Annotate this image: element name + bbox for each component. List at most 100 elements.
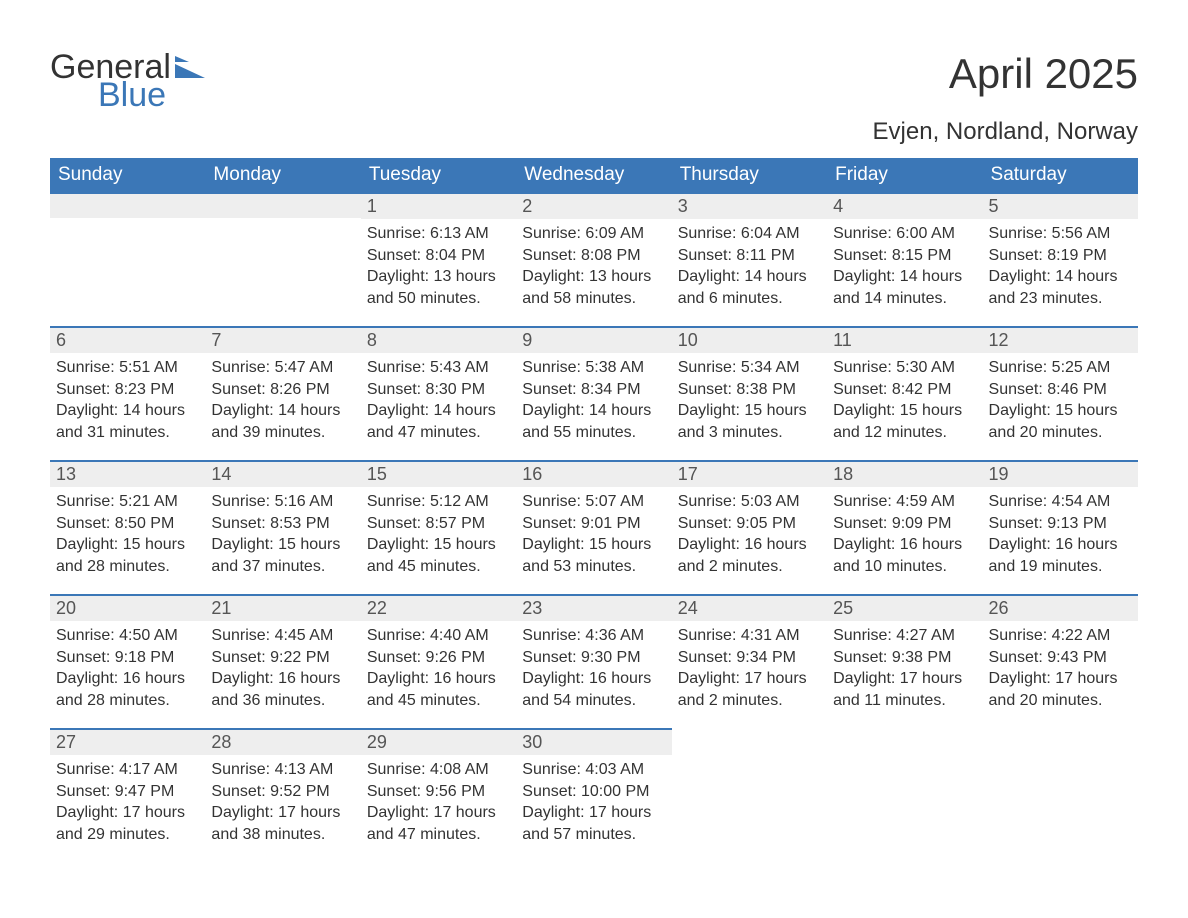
sunrise-line: Sunrise: 4:27 AM	[833, 625, 976, 647]
day-wrap: 19Sunrise: 4:54 AMSunset: 9:13 PMDayligh…	[983, 460, 1138, 577]
day-details: Sunrise: 6:04 AMSunset: 8:11 PMDaylight:…	[672, 219, 827, 309]
calendar-cell: 5Sunrise: 5:56 AMSunset: 8:19 PMDaylight…	[983, 192, 1138, 326]
day-details: Sunrise: 4:45 AMSunset: 9:22 PMDaylight:…	[205, 621, 360, 711]
sunrise-line: Sunrise: 5:30 AM	[833, 357, 976, 379]
day-number: 8	[361, 328, 516, 353]
day-details: Sunrise: 4:13 AMSunset: 9:52 PMDaylight:…	[205, 755, 360, 845]
calendar-row: 13Sunrise: 5:21 AMSunset: 8:50 PMDayligh…	[50, 460, 1138, 594]
sunset-line: Sunset: 8:38 PM	[678, 379, 821, 401]
calendar-cell: 21Sunrise: 4:45 AMSunset: 9:22 PMDayligh…	[205, 594, 360, 728]
day-wrap: 17Sunrise: 5:03 AMSunset: 9:05 PMDayligh…	[672, 460, 827, 577]
day-number: 11	[827, 328, 982, 353]
day-number: 3	[672, 194, 827, 219]
calendar-cell: 23Sunrise: 4:36 AMSunset: 9:30 PMDayligh…	[516, 594, 671, 728]
sunset-line: Sunset: 8:57 PM	[367, 513, 510, 535]
day-number: 19	[983, 462, 1138, 487]
day-wrap: 18Sunrise: 4:59 AMSunset: 9:09 PMDayligh…	[827, 460, 982, 577]
daylight-line: Daylight: 15 hours and 37 minutes.	[211, 534, 354, 577]
day-details: Sunrise: 4:08 AMSunset: 9:56 PMDaylight:…	[361, 755, 516, 845]
day-wrap: 9Sunrise: 5:38 AMSunset: 8:34 PMDaylight…	[516, 326, 671, 443]
sunset-line: Sunset: 9:05 PM	[678, 513, 821, 535]
day-wrap: 5Sunrise: 5:56 AMSunset: 8:19 PMDaylight…	[983, 192, 1138, 309]
day-details: Sunrise: 5:34 AMSunset: 8:38 PMDaylight:…	[672, 353, 827, 443]
calendar-cell: 26Sunrise: 4:22 AMSunset: 9:43 PMDayligh…	[983, 594, 1138, 728]
day-details: Sunrise: 4:31 AMSunset: 9:34 PMDaylight:…	[672, 621, 827, 711]
sunrise-line: Sunrise: 4:13 AM	[211, 759, 354, 781]
weekday-header: Thursday	[672, 158, 827, 192]
sunrise-line: Sunrise: 4:59 AM	[833, 491, 976, 513]
calendar-cell: 24Sunrise: 4:31 AMSunset: 9:34 PMDayligh…	[672, 594, 827, 728]
day-number: 30	[516, 730, 671, 755]
sunset-line: Sunset: 9:43 PM	[989, 647, 1132, 669]
sunrise-line: Sunrise: 5:03 AM	[678, 491, 821, 513]
daylight-line: Daylight: 16 hours and 54 minutes.	[522, 668, 665, 711]
daylight-line: Daylight: 17 hours and 2 minutes.	[678, 668, 821, 711]
calendar-body: 1Sunrise: 6:13 AMSunset: 8:04 PMDaylight…	[50, 192, 1138, 862]
day-wrap: 3Sunrise: 6:04 AMSunset: 8:11 PMDaylight…	[672, 192, 827, 309]
calendar-cell: 29Sunrise: 4:08 AMSunset: 9:56 PMDayligh…	[361, 728, 516, 862]
calendar-cell	[983, 728, 1138, 862]
day-number: 1	[361, 194, 516, 219]
sunset-line: Sunset: 9:26 PM	[367, 647, 510, 669]
daylight-line: Daylight: 17 hours and 47 minutes.	[367, 802, 510, 845]
day-wrap: 22Sunrise: 4:40 AMSunset: 9:26 PMDayligh…	[361, 594, 516, 711]
sunrise-line: Sunrise: 4:45 AM	[211, 625, 354, 647]
sunset-line: Sunset: 9:13 PM	[989, 513, 1132, 535]
daylight-line: Daylight: 17 hours and 57 minutes.	[522, 802, 665, 845]
day-number: 20	[50, 596, 205, 621]
sunrise-line: Sunrise: 6:04 AM	[678, 223, 821, 245]
day-details: Sunrise: 4:40 AMSunset: 9:26 PMDaylight:…	[361, 621, 516, 711]
month-title: April 2025	[949, 50, 1138, 98]
daylight-line: Daylight: 14 hours and 14 minutes.	[833, 266, 976, 309]
day-number: 22	[361, 596, 516, 621]
day-number: 27	[50, 730, 205, 755]
daylight-line: Daylight: 17 hours and 11 minutes.	[833, 668, 976, 711]
sunset-line: Sunset: 9:56 PM	[367, 781, 510, 803]
day-wrap: 26Sunrise: 4:22 AMSunset: 9:43 PMDayligh…	[983, 594, 1138, 711]
day-details: Sunrise: 4:22 AMSunset: 9:43 PMDaylight:…	[983, 621, 1138, 711]
daylight-line: Daylight: 16 hours and 10 minutes.	[833, 534, 976, 577]
sunrise-line: Sunrise: 6:09 AM	[522, 223, 665, 245]
daylight-line: Daylight: 14 hours and 39 minutes.	[211, 400, 354, 443]
title-block: April 2025	[949, 50, 1138, 98]
sunset-line: Sunset: 8:26 PM	[211, 379, 354, 401]
daylight-line: Daylight: 15 hours and 20 minutes.	[989, 400, 1132, 443]
calendar-cell	[672, 728, 827, 862]
calendar-cell: 4Sunrise: 6:00 AMSunset: 8:15 PMDaylight…	[827, 192, 982, 326]
calendar-cell: 20Sunrise: 4:50 AMSunset: 9:18 PMDayligh…	[50, 594, 205, 728]
day-wrap: 11Sunrise: 5:30 AMSunset: 8:42 PMDayligh…	[827, 326, 982, 443]
logo-text-block: General Blue	[50, 50, 205, 112]
logo: General Blue	[50, 50, 205, 112]
day-wrap: 15Sunrise: 5:12 AMSunset: 8:57 PMDayligh…	[361, 460, 516, 577]
daylight-line: Daylight: 15 hours and 45 minutes.	[367, 534, 510, 577]
sunset-line: Sunset: 8:11 PM	[678, 245, 821, 267]
sunset-line: Sunset: 9:09 PM	[833, 513, 976, 535]
calendar-cell: 17Sunrise: 5:03 AMSunset: 9:05 PMDayligh…	[672, 460, 827, 594]
calendar-cell: 18Sunrise: 4:59 AMSunset: 9:09 PMDayligh…	[827, 460, 982, 594]
day-number: 17	[672, 462, 827, 487]
daylight-line: Daylight: 14 hours and 23 minutes.	[989, 266, 1132, 309]
day-wrap: 16Sunrise: 5:07 AMSunset: 9:01 PMDayligh…	[516, 460, 671, 577]
sunset-line: Sunset: 8:53 PM	[211, 513, 354, 535]
calendar-cell: 11Sunrise: 5:30 AMSunset: 8:42 PMDayligh…	[827, 326, 982, 460]
sunrise-line: Sunrise: 4:50 AM	[56, 625, 199, 647]
sunrise-line: Sunrise: 4:36 AM	[522, 625, 665, 647]
weekday-header: Wednesday	[516, 158, 671, 192]
day-wrap: 21Sunrise: 4:45 AMSunset: 9:22 PMDayligh…	[205, 594, 360, 711]
weekday-header: Monday	[205, 158, 360, 192]
calendar-cell	[205, 192, 360, 326]
daylight-line: Daylight: 14 hours and 55 minutes.	[522, 400, 665, 443]
sunset-line: Sunset: 8:50 PM	[56, 513, 199, 535]
sunrise-line: Sunrise: 4:40 AM	[367, 625, 510, 647]
day-details: Sunrise: 6:00 AMSunset: 8:15 PMDaylight:…	[827, 219, 982, 309]
calendar-table: SundayMondayTuesdayWednesdayThursdayFrid…	[50, 158, 1138, 862]
calendar-cell	[50, 192, 205, 326]
calendar-cell: 2Sunrise: 6:09 AMSunset: 8:08 PMDaylight…	[516, 192, 671, 326]
day-wrap: 13Sunrise: 5:21 AMSunset: 8:50 PMDayligh…	[50, 460, 205, 577]
day-number: 16	[516, 462, 671, 487]
day-wrap: 10Sunrise: 5:34 AMSunset: 8:38 PMDayligh…	[672, 326, 827, 443]
daylight-line: Daylight: 13 hours and 58 minutes.	[522, 266, 665, 309]
day-details: Sunrise: 4:59 AMSunset: 9:09 PMDaylight:…	[827, 487, 982, 577]
calendar-cell: 28Sunrise: 4:13 AMSunset: 9:52 PMDayligh…	[205, 728, 360, 862]
calendar-cell: 1Sunrise: 6:13 AMSunset: 8:04 PMDaylight…	[361, 192, 516, 326]
